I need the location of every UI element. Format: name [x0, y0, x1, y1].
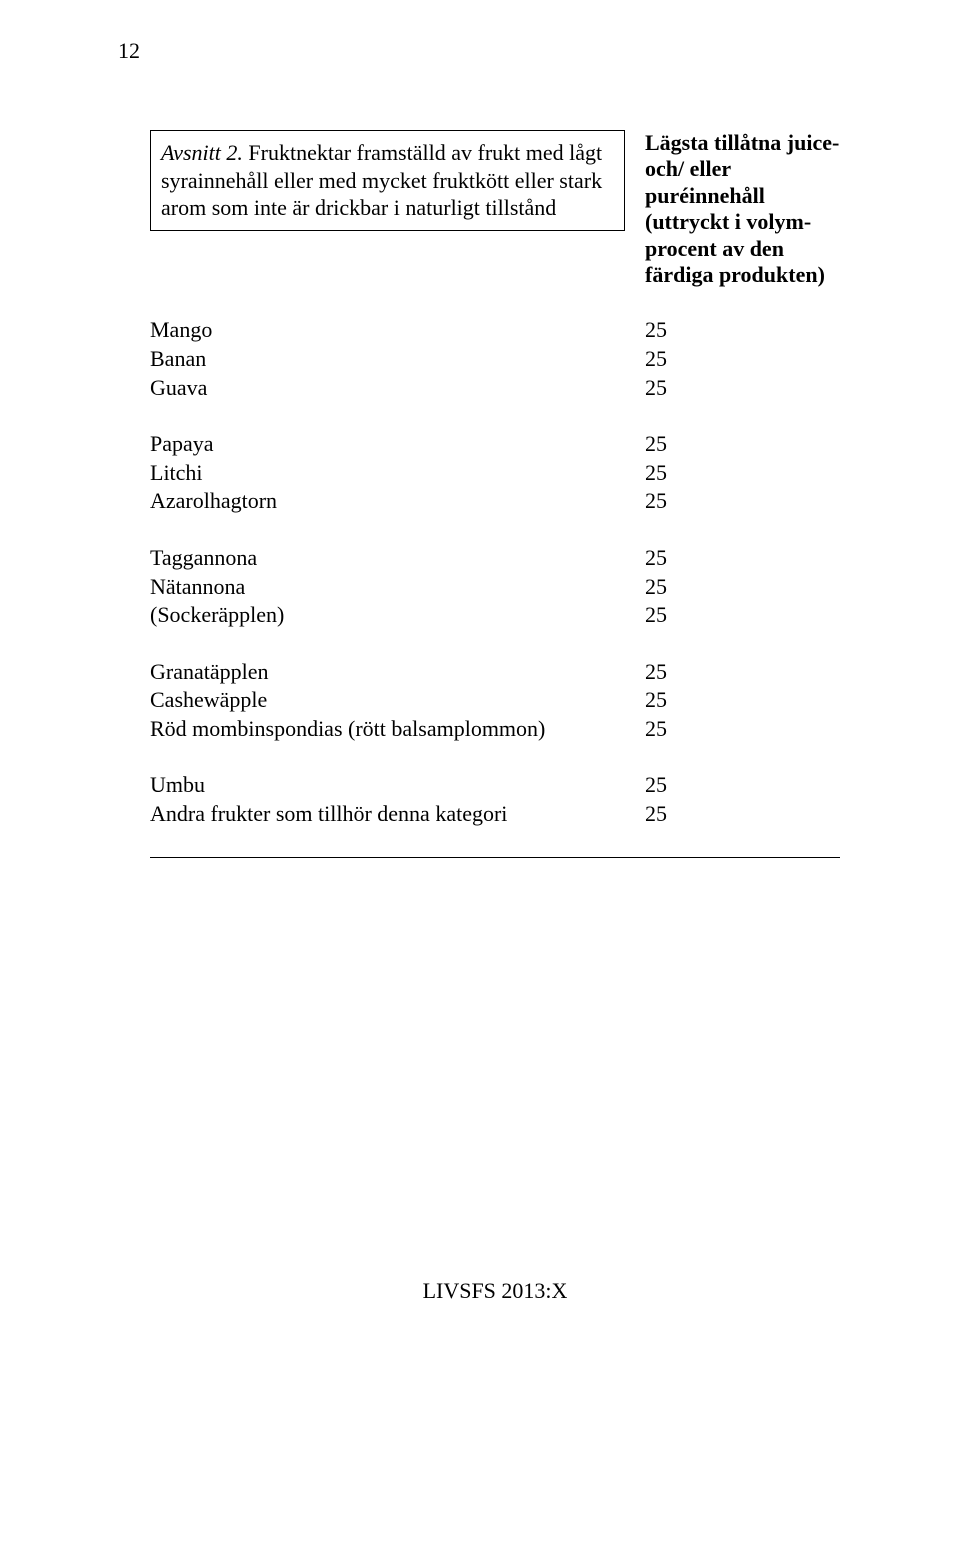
fruit-row: Guava25 — [150, 374, 840, 403]
fruit-row: Cashewäpple25 — [150, 686, 840, 715]
fruit-group: Mango25Banan25Guava25 — [150, 316, 840, 402]
fruit-name: Litchi — [150, 459, 645, 488]
fruit-value: 25 — [645, 686, 840, 715]
fruit-row: Andra frukter som tillhör denna kategori… — [150, 800, 840, 829]
fruit-value: 25 — [645, 487, 840, 516]
fruit-name: Granatäpplen — [150, 658, 645, 687]
fruit-groups: Mango25Banan25Guava25Papaya25Litchi25Aza… — [150, 316, 840, 828]
page: 12 Avsnitt 2. Fruktnektar framställd av … — [0, 0, 960, 1551]
fruit-value: 25 — [645, 715, 840, 744]
fruit-group: Granatäpplen25Cashewäpple25Röd mombinspo… — [150, 658, 840, 744]
fruit-value: 25 — [645, 316, 840, 345]
fruit-name: Guava — [150, 374, 645, 403]
fruit-name: Mango — [150, 316, 645, 345]
content: Avsnitt 2. Fruktnektar framställd av fru… — [150, 130, 840, 1304]
fruit-value: 25 — [645, 573, 840, 602]
fruit-value: 25 — [645, 800, 840, 829]
fruit-value: 25 — [645, 459, 840, 488]
fruit-value: 25 — [645, 345, 840, 374]
fruit-row: Granatäpplen25 — [150, 658, 840, 687]
fruit-value: 25 — [645, 601, 840, 630]
fruit-name: Banan — [150, 345, 645, 374]
fruit-row: Papaya25 — [150, 430, 840, 459]
fruit-row: Umbu25 — [150, 771, 840, 800]
fruit-row: (Sockeräpplen)25 — [150, 601, 840, 630]
fruit-name: Röd mombinspondias (rött balsamplommon) — [150, 715, 645, 744]
fruit-name: Cashewäpple — [150, 686, 645, 715]
fruit-name: Andra frukter som tillhör denna kategori — [150, 800, 645, 829]
fruit-value: 25 — [645, 544, 840, 573]
heading-right-col: Lägsta tillåtna juice- och/ eller puréin… — [645, 130, 840, 288]
fruit-group: Taggannona25Nätannona25(Sockeräpplen)25 — [150, 544, 840, 630]
heading-left-box: Avsnitt 2. Fruktnektar framställd av fru… — [150, 130, 625, 231]
fruit-value: 25 — [645, 771, 840, 800]
fruit-row: Mango25 — [150, 316, 840, 345]
fruit-value: 25 — [645, 658, 840, 687]
bottom-rule — [150, 857, 840, 858]
fruit-row: Röd mombinspondias (rött balsamplommon)2… — [150, 715, 840, 744]
fruit-row: Banan25 — [150, 345, 840, 374]
footer-code: LIVSFS 2013:X — [150, 1278, 840, 1304]
fruit-value: 25 — [645, 430, 840, 459]
fruit-group: Umbu25Andra frukter som tillhör denna ka… — [150, 771, 840, 828]
fruit-name: Azarolhagtorn — [150, 487, 645, 516]
fruit-name: Papaya — [150, 430, 645, 459]
heading-row: Avsnitt 2. Fruktnektar framställd av fru… — [150, 130, 840, 288]
fruit-row: Litchi25 — [150, 459, 840, 488]
fruit-name: Taggannona — [150, 544, 645, 573]
page-number: 12 — [118, 38, 140, 64]
fruit-row: Taggannona25 — [150, 544, 840, 573]
section-label: Avsnitt 2. — [161, 140, 243, 165]
fruit-row: Azarolhagtorn25 — [150, 487, 840, 516]
fruit-value: 25 — [645, 374, 840, 403]
heading-text: Avsnitt 2. Fruktnektar framställd av fru… — [161, 140, 602, 220]
fruit-group: Papaya25Litchi25Azarolhagtorn25 — [150, 430, 840, 516]
fruit-name: Umbu — [150, 771, 645, 800]
fruit-row: Nätannona25 — [150, 573, 840, 602]
fruit-name: (Sockeräpplen) — [150, 601, 645, 630]
fruit-name: Nätannona — [150, 573, 645, 602]
